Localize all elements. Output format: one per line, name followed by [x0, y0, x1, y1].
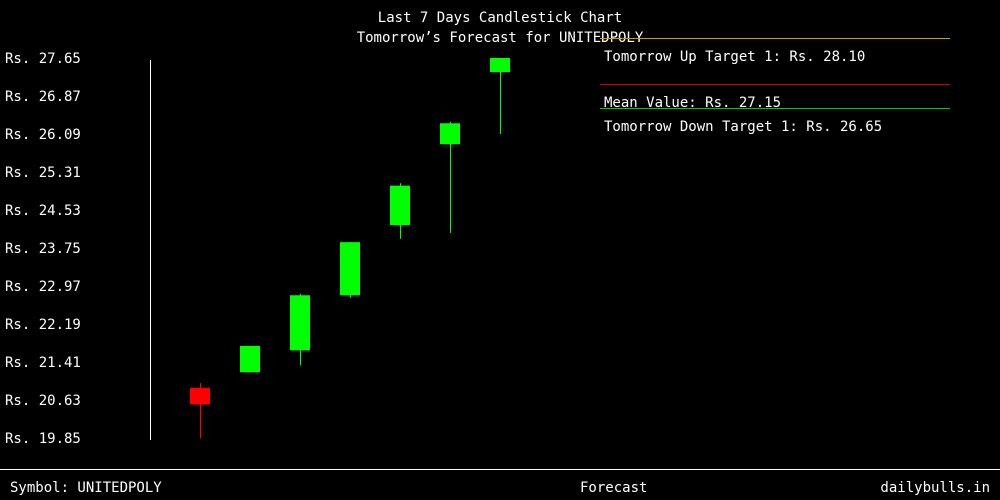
- candle-body: [190, 387, 210, 405]
- forecast-label: Forecast: [580, 480, 648, 496]
- y-tick-label: Rs. 26.09: [5, 127, 81, 143]
- chart-subtitle: Tomorrow’s Forecast for UNITEDPOLY: [356, 30, 644, 46]
- forecast-target-label: Mean Value: Rs. 27.15: [604, 95, 781, 111]
- candle-body: [290, 295, 310, 351]
- y-tick-label: Rs. 25.31: [5, 165, 81, 181]
- footer-divider: [0, 469, 1000, 470]
- y-tick-label: Rs. 24.53: [5, 203, 81, 219]
- forecast-target-label: Tomorrow Down Target 1: Rs. 26.65: [604, 119, 882, 135]
- y-tick-label: Rs. 23.75: [5, 241, 81, 257]
- candle-body: [240, 345, 260, 373]
- chart-title: Last 7 Days Candlestick Chart: [377, 10, 623, 26]
- footer-site: dailybulls.in: [880, 480, 990, 496]
- candlestick-chart: Rs. 27.65 Rs. 26.87 Rs. 26.09 Rs. 25.31 Rs. …: [5, 38, 950, 447]
- y-tick-label: Rs. 27.65: [5, 51, 81, 67]
- candle-body: [490, 58, 510, 73]
- footer-symbol: Symbol: UNITEDPOLY: [10, 480, 162, 496]
- candle-body: [340, 242, 360, 296]
- y-tick-label: Rs. 19.85: [5, 431, 81, 447]
- y-tick-label: Rs. 26.87: [5, 89, 81, 105]
- y-tick-label: Rs. 20.63: [5, 393, 81, 409]
- y-tick-label: Rs. 22.19: [5, 317, 81, 333]
- y-tick-label: Rs. 21.41: [5, 355, 81, 371]
- forecast-target-label: Tomorrow Up Target 1: Rs. 28.10: [604, 49, 865, 65]
- y-tick-label: Rs. 22.97: [5, 279, 81, 295]
- candle-body: [390, 185, 410, 226]
- candle-body: [440, 123, 460, 145]
